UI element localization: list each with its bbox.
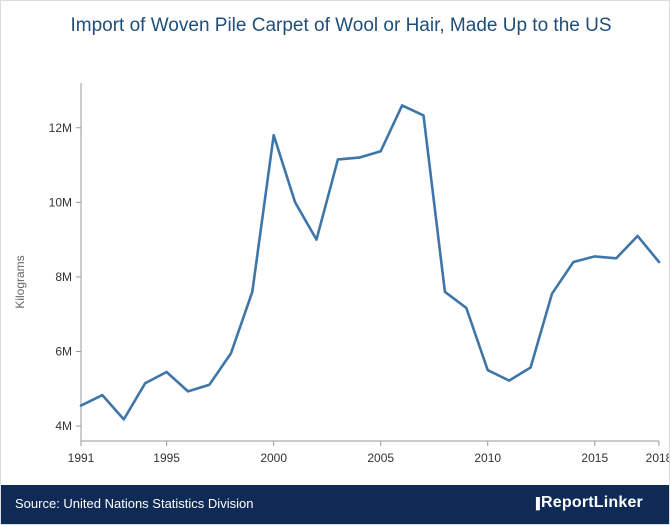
series-line [79, 104, 661, 421]
y-tick-label: 10M [49, 195, 72, 209]
y-tick-label: 8M [55, 270, 72, 284]
brand-bars-icon: ▐ [532, 498, 541, 510]
footer-bar: Source: United Nations Statistics Divisi… [1, 485, 669, 524]
brand-logo[interactable]: ▐ReportLinker [532, 494, 643, 512]
x-tick-label: 2015 [581, 451, 608, 465]
axes: 4M 6M 8M 10M 12M 1991 1995 2000 2005 2010 2015 2018… [13, 83, 669, 465]
x-tick-label: 1995 [153, 451, 180, 465]
y-axis-title: Kilograms [13, 255, 27, 308]
source-text: Source: United Nations Statistics Divisi… [15, 496, 254, 511]
x-tick-label: 2000 [260, 451, 287, 465]
y-tick-label: 6M [55, 345, 72, 359]
x-tick-label: 2018 [646, 451, 669, 465]
x-tick-label: 1991 [68, 451, 95, 465]
chart-title: Import of Woven Pile Carpet of Wool or H… [70, 15, 612, 36]
series-marks [79, 104, 661, 421]
y-tick-label: 4M [55, 419, 72, 433]
brand-name: ReportLinker [541, 494, 643, 511]
line-chart: 4M 6M 8M 10M 12M 1991 1995 2000 2005 2010 2015 2018… [13, 83, 669, 465]
y-tick-label: 12M [49, 121, 72, 135]
x-tick-label: 2010 [474, 451, 501, 465]
x-tick-label: 2005 [367, 451, 394, 465]
